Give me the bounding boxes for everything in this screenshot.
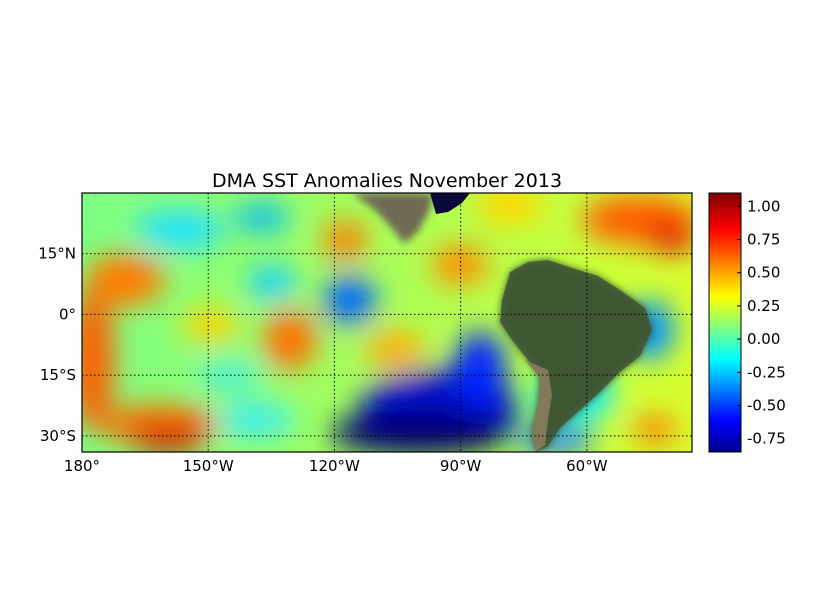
map-frame	[81, 192, 693, 453]
graticule	[82, 193, 692, 452]
colorbar-tick-label: -0.50	[747, 397, 786, 415]
lat-tick-label: 30°S	[40, 427, 76, 445]
colorbar: 1.00 0.75 0.50 0.25 0.00 -0.25 -0.50 -0.…	[708, 192, 786, 453]
colorbar-tick-label: 0.50	[747, 264, 780, 282]
land-central-america	[352, 193, 433, 244]
lon-tick-label: 90°W	[440, 457, 482, 475]
lon-tick-label: 180°	[64, 457, 100, 475]
lat-tick-label: 0°	[59, 305, 76, 323]
lon-tick-label: 120°W	[309, 457, 360, 475]
latitude-tick-labels: 15°N 0° 15°S 30°S	[38, 245, 76, 445]
land-andes	[525, 360, 552, 452]
lat-tick-label: 15°S	[40, 366, 76, 384]
colorbar-ticks	[737, 205, 741, 440]
colorbar-tick-label: 0.25	[747, 297, 780, 315]
lat-tick-label: 15°N	[38, 245, 76, 263]
lon-tick-label: 60°W	[566, 457, 608, 475]
colorbar-tick-label: 0.75	[747, 230, 780, 248]
lon-tick-label: 150°W	[183, 457, 234, 475]
colorbar-tick-label: -0.25	[747, 363, 786, 381]
longitude-tick-labels: 180° 150°W 120°W 90°W 60°W	[64, 457, 608, 475]
sst-anomaly-map	[82, 193, 692, 452]
colorbar-tick-label: 1.00	[747, 197, 780, 215]
land-dark-gulf	[430, 193, 470, 214]
colorbar-tick-label: 0.00	[747, 330, 780, 348]
colorbar-tick-label: -0.75	[747, 430, 786, 448]
map-title: DMA SST Anomalies November 2013	[212, 170, 562, 192]
colorbar-gradient	[708, 192, 742, 453]
colorbar-tick-labels: 1.00 0.75 0.50 0.25 0.00 -0.25 -0.50 -0.…	[747, 197, 786, 447]
